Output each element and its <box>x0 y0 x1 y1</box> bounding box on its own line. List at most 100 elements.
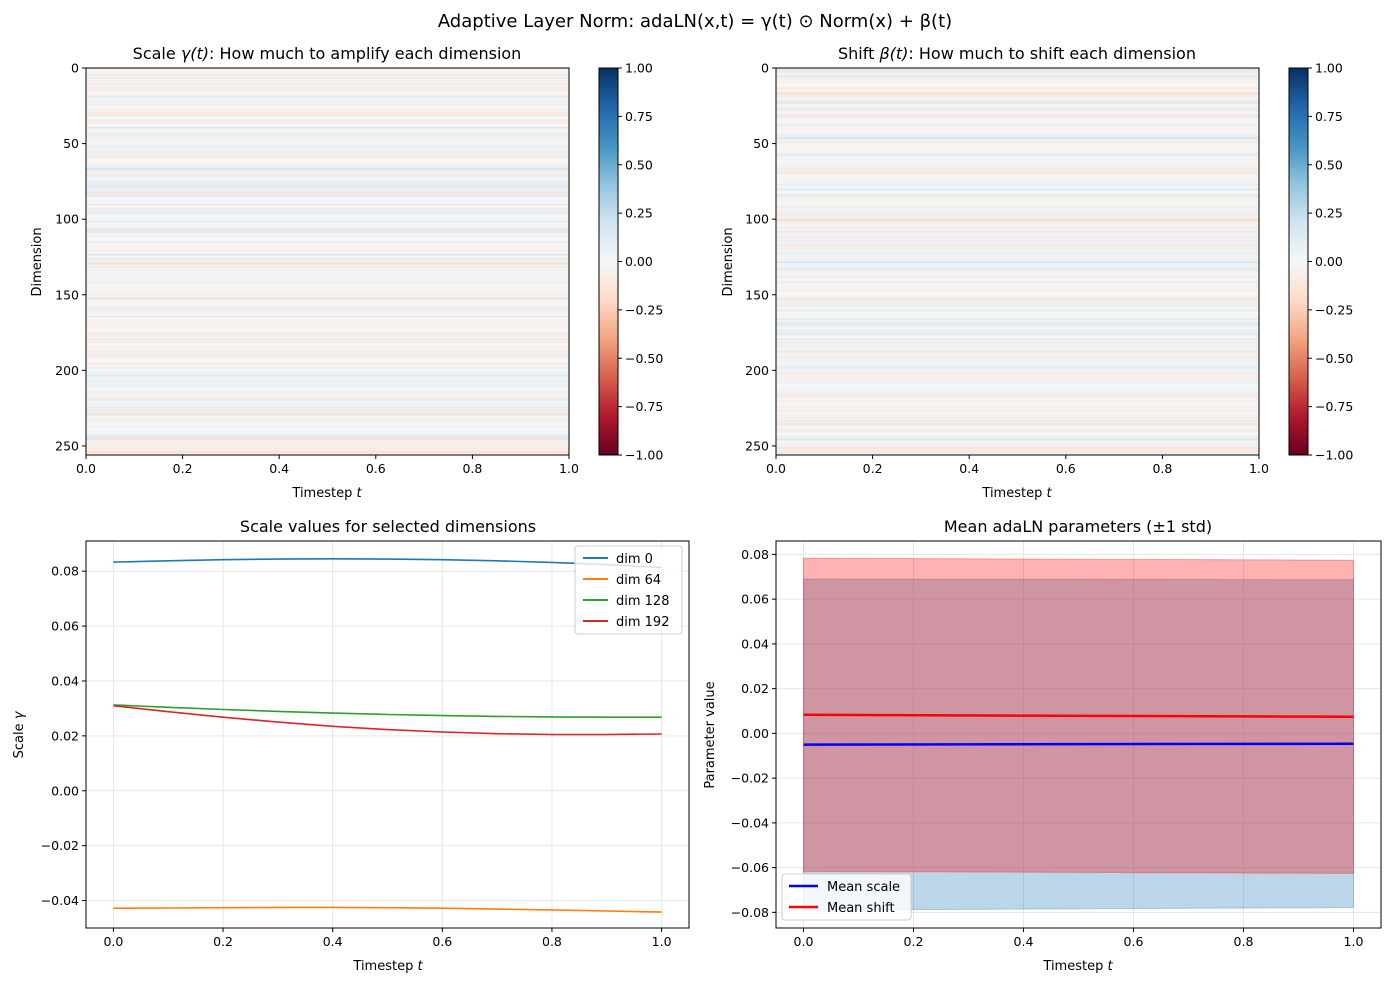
heatmap-row <box>86 238 569 241</box>
heatmap-row <box>86 74 569 76</box>
heatmap-row <box>776 98 1259 101</box>
heatmap-row <box>86 104 569 107</box>
heatmap-row <box>86 249 569 252</box>
y-tick-label: −0.06 <box>731 860 769 875</box>
heatmap-row <box>86 219 569 222</box>
heatmap-row <box>86 105 569 108</box>
heatmap-row <box>776 326 1259 329</box>
heatmap-row <box>86 166 569 169</box>
heatmap-row <box>86 370 569 373</box>
heatmap-row <box>776 306 1259 309</box>
heatmap-row <box>776 278 1259 281</box>
heatmap-row <box>776 125 1259 128</box>
heatmap-row <box>86 408 569 411</box>
heatmap-row <box>776 383 1259 386</box>
heatmap-row <box>86 396 569 398</box>
heatmap-row <box>86 184 569 187</box>
heatmap-row <box>776 246 1259 249</box>
panel4-title: Mean adaLN parameters (±1 std) <box>944 517 1212 536</box>
heatmap-row <box>86 68 569 70</box>
heatmap-row <box>776 181 1259 184</box>
heatmap-row <box>776 303 1259 306</box>
heatmap-row <box>86 258 569 261</box>
heatmap-row <box>86 213 569 216</box>
heatmap-row <box>86 131 569 134</box>
heatmap-row <box>776 225 1259 228</box>
heatmap-row <box>86 179 569 182</box>
y-tick-label: 0.06 <box>51 619 79 634</box>
heatmap-row <box>776 258 1259 261</box>
heatmap-row <box>776 287 1259 290</box>
heatmap-row <box>776 173 1259 176</box>
heatmap-row <box>86 164 569 167</box>
x-tick-label: 1.0 <box>1249 461 1269 476</box>
heatmap-row <box>776 111 1259 114</box>
heatmap-row <box>776 399 1259 401</box>
heatmap-row <box>776 114 1259 117</box>
panel3-legend: dim 0 dim 64 dim 128 dim 192 <box>574 545 683 635</box>
heatmap-row <box>86 450 569 453</box>
heatmap-row <box>776 101 1259 104</box>
heatmap-row <box>776 216 1259 219</box>
heatmap-row <box>776 288 1259 291</box>
heatmap-row <box>776 142 1259 144</box>
colorbar-tick-label: 0.00 <box>1315 254 1343 269</box>
heatmap-row <box>86 178 569 181</box>
heatmap-row <box>776 148 1259 151</box>
heatmap-row <box>86 374 569 377</box>
heatmap-row <box>776 364 1259 367</box>
x-tick-label: 0.0 <box>103 934 123 949</box>
heatmap-row <box>86 205 569 208</box>
heatmap-row <box>86 349 569 352</box>
heatmap-row <box>86 167 569 170</box>
heatmap-row <box>776 231 1259 234</box>
heatmap-row <box>86 149 569 152</box>
heatmap-row <box>776 334 1259 336</box>
heatmap-row <box>86 191 569 194</box>
heatmap-row <box>86 439 569 442</box>
heatmap-row <box>86 263 569 265</box>
heatmap-row <box>776 276 1259 279</box>
heatmap-row <box>776 179 1259 182</box>
heatmap-row <box>86 176 569 179</box>
heatmap-row <box>86 211 569 214</box>
heatmap-row <box>776 220 1259 223</box>
heatmap-row <box>776 329 1259 332</box>
heatmap-row <box>86 71 569 73</box>
heatmap-row <box>776 444 1259 447</box>
heatmap-row <box>86 447 569 450</box>
heatmap-row <box>86 415 569 418</box>
heatmap-row <box>776 166 1259 169</box>
heatmap-row <box>86 368 569 371</box>
heatmap-row <box>776 335 1259 338</box>
heatmap-row <box>86 315 569 318</box>
panel4-xlabel: Timestep t <box>1042 959 1113 974</box>
heatmap-row <box>776 435 1259 438</box>
colorbar-tick-label: −0.75 <box>1315 399 1353 414</box>
heatmap-row <box>776 226 1259 229</box>
heatmap-row <box>776 136 1259 138</box>
heatmap-row <box>86 107 569 110</box>
panel4-y-ticks: −0.08 −0.06 −0.04 −0.02 0.00 0.02 0.04 0.06 0.08 <box>731 547 776 920</box>
heatmap-row <box>776 87 1259 90</box>
heatmap-row <box>776 405 1259 408</box>
heatmap-row <box>776 427 1259 430</box>
heatmap-row <box>86 435 569 438</box>
heatmap-row <box>776 293 1259 296</box>
heatmap-row <box>776 182 1259 185</box>
heatmap-row <box>86 157 569 160</box>
heatmap-row <box>776 237 1259 240</box>
heatmap-row <box>776 385 1259 388</box>
heatmap-row <box>776 312 1259 315</box>
heatmap-row <box>86 402 569 404</box>
heatmap-row <box>86 400 569 403</box>
heatmap-row <box>86 75 569 78</box>
colorbar-tick-label: 1.00 <box>625 61 653 76</box>
heatmap-row <box>86 397 569 400</box>
heatmap-row <box>86 93 569 96</box>
heatmap-row <box>776 436 1259 439</box>
heatmap-row <box>86 393 569 395</box>
heatmap-row <box>86 86 569 89</box>
y-tick-label: 150 <box>745 287 769 302</box>
heatmap-row <box>86 300 569 303</box>
